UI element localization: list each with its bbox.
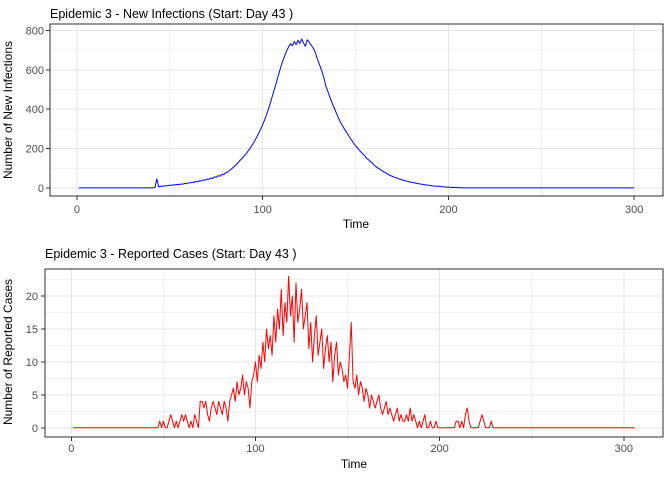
panel-border <box>44 268 664 438</box>
y-tick-label: 400 <box>26 104 44 116</box>
x-tick-label: 200 <box>439 204 457 216</box>
y-tick-label: 10 <box>26 357 38 369</box>
x-axis-title: Time <box>343 217 370 231</box>
chart-title: Epidemic 3 - New Infections (Start: Day … <box>50 7 293 21</box>
y-tick-label: 600 <box>26 65 44 77</box>
series-line <box>73 275 635 429</box>
chart-new-infections: 0 100 200 300 0 200 400 600 800 Epidemic 3 - New… <box>1 7 664 231</box>
x-tick-label: 200 <box>430 443 448 455</box>
y-axis-title: Number of New Infections <box>1 41 15 179</box>
x-tick-label: 300 <box>615 443 633 455</box>
x-axis-title: Time <box>341 457 368 471</box>
x-tick-label: 0 <box>68 443 74 455</box>
chart-title: Epidemic 3 - Reported Cases (Start: Day … <box>45 247 297 261</box>
plot-panel: 0 100 200 300 0 200 400 600 800 <box>26 23 664 216</box>
x-tick-label: 100 <box>246 443 264 455</box>
y-tick-label: 800 <box>26 25 44 37</box>
plot-panel: 0 100 200 300 0 5 10 15 20 <box>26 268 664 455</box>
series-line <box>78 38 635 189</box>
x-tick-label: 100 <box>254 204 272 216</box>
x-tick-label: 300 <box>625 204 643 216</box>
y-tick-label: 15 <box>26 324 38 336</box>
y-axis-title: Number of Reported Cases <box>1 279 15 425</box>
new-infections-plot: 0 100 200 300 0 200 400 600 800 Epidemic 3 - New… <box>1 7 664 231</box>
y-tick-label: 5 <box>32 390 38 402</box>
y-tick-label: 0 <box>32 423 38 435</box>
reported-cases-plot: 0 100 200 300 0 5 10 15 20 Epidemic 3 - Reported… <box>1 247 664 471</box>
chart-reported-cases: 0 100 200 300 0 5 10 15 20 Epidemic 3 - Reported… <box>0 240 672 480</box>
y-tick-label: 200 <box>26 144 44 156</box>
y-tick-label: 0 <box>38 183 44 195</box>
x-tick-label: 0 <box>74 204 80 216</box>
panel-border <box>49 23 664 197</box>
y-tick-label: 20 <box>26 291 38 303</box>
